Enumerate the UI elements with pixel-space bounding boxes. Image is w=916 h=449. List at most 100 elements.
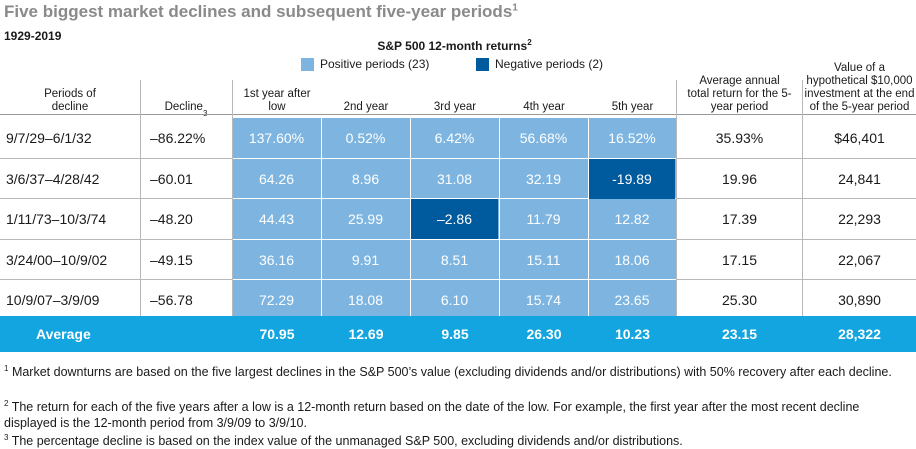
header-decline: Decline3: [164, 101, 208, 118]
row-2-period: 1/11/73–10/3/74: [6, 211, 107, 227]
header-divider: [0, 114, 916, 115]
average-year-3: 9.85: [441, 326, 469, 342]
header-year-5: 5th year: [611, 101, 654, 113]
column-divider: [140, 80, 141, 352]
row-3-year-5-cell: 18.06: [614, 252, 650, 268]
column-divider: [802, 80, 803, 352]
row-0-year-3-cell: 6.42%: [434, 130, 475, 146]
header-year-2: 2nd year: [343, 101, 389, 113]
row-4-year-2-cell: 18.08: [347, 292, 384, 308]
average-year-1: 70.95: [259, 326, 295, 342]
footnote-1-mark: 1: [4, 364, 9, 373]
average-hypothetical-value: 28,322: [838, 326, 881, 342]
row-3-year-4-cell: 15.11: [526, 252, 561, 268]
row-3-year-3-cell: 8.51: [440, 252, 469, 268]
row-2-year-3-negative-cell: –2.86: [411, 199, 498, 239]
row-divider-left: [0, 239, 233, 240]
row-1-year-2-cell: 8.96: [351, 171, 380, 187]
row-3-period: 3/24/00–10/9/02: [6, 252, 108, 268]
row-0-period: 9/7/29–6/1/32: [6, 130, 92, 146]
year-column-divider: [499, 118, 500, 321]
row-4-average-return: 25.30: [721, 292, 758, 308]
legend-label-negative: Negative periods (2): [495, 57, 604, 71]
row-4-year-5-cell: 23.65: [614, 292, 650, 308]
row-1-decline: –60.01: [150, 171, 193, 187]
legend-swatch-positive: [301, 57, 314, 71]
row-4-period: 10/9/07–3/9/09: [6, 292, 100, 308]
average-row: [0, 316, 916, 352]
header-year-1: 1st year after low: [243, 88, 311, 113]
row-divider-right: [677, 239, 916, 240]
chart-title: Five biggest market declines and subsequ…: [4, 2, 518, 21]
legend-item-positive: Positive periods (23): [301, 57, 429, 71]
row-divider: [0, 279, 916, 280]
row-1-hypothetical-value: 24,841: [838, 171, 881, 187]
row-0-year-4-cell: 56.68%: [519, 130, 568, 146]
header-periods: Periods of decline: [44, 88, 96, 113]
row-4-decline: –56.78: [150, 292, 193, 308]
row-2-year-4-cell: 11.79: [526, 211, 561, 227]
row-2-average-return: 17.39: [721, 211, 758, 227]
footnote-2: 2 The return for each of the five years …: [4, 399, 860, 431]
header-average-return: Average annual total return for the 5-ye…: [687, 75, 792, 113]
row-3-year-2-cell: 9.91: [351, 252, 380, 268]
year-column-divider: [410, 118, 411, 321]
row-divider-left: [0, 158, 233, 159]
average-year-4: 26.30: [526, 326, 562, 342]
average-year-5: 10.23: [614, 326, 651, 342]
row-1-year-4-cell: 32.19: [525, 171, 562, 187]
row-4-year-4-cell: 15.74: [525, 292, 562, 308]
row-divider-right: [677, 279, 916, 280]
row-2-year-5-cell: 12.82: [614, 211, 650, 227]
row-divider-right: [677, 158, 916, 159]
average-year-2: 12.69: [348, 326, 384, 342]
row-4-hypothetical-value: 30,890: [838, 292, 881, 308]
legend: Positive periods (23) Negative periods (…: [233, 57, 676, 73]
title-footnote-mark: 1: [512, 2, 518, 14]
year-column-divider: [588, 118, 589, 321]
year-column-divider: [321, 118, 322, 321]
row-0-year-5-cell: 16.52%: [608, 130, 656, 146]
row-divider: [0, 239, 916, 240]
row-2-decline: –48.20: [150, 211, 193, 227]
row-3-year-1-cell: 36.16: [258, 252, 295, 268]
row-divider-right: [677, 198, 916, 199]
row-0-year-1-cell: 137.60%: [248, 130, 305, 146]
row-0-average-return: 35.93%: [715, 130, 764, 146]
header-year-3: 3rd year: [433, 101, 477, 113]
average-label: Average: [36, 326, 91, 342]
row-divider-left: [0, 198, 233, 199]
row-1-average-return: 19.96: [721, 171, 758, 187]
row-4-year-1-cell: 72.29: [258, 292, 295, 308]
row-0-hypothetical-value: $46,401: [834, 130, 885, 146]
header-year-4: 4th year: [523, 101, 565, 113]
row-1-year-1-cell: 64.26: [258, 171, 295, 187]
row-1-year-3-cell: 31.08: [436, 171, 473, 187]
row-divider: [0, 198, 916, 199]
returns-header: S&P 500 12-month returns2: [377, 38, 532, 53]
footnote-3: 3 The percentage decline is based on the…: [4, 433, 683, 449]
legend-label-positive: Positive periods (23): [320, 57, 430, 71]
column-divider: [676, 80, 677, 352]
average-annual-return: 23.15: [721, 326, 758, 342]
row-divider-left: [0, 279, 233, 280]
row-divider: [0, 158, 916, 159]
legend-item-negative: Negative periods (2): [476, 57, 603, 71]
footnote-1: 1 Market downturns are based on the five…: [4, 364, 892, 380]
row-0-year-2-cell: 0.52%: [345, 130, 386, 146]
row-1-period: 3/6/37–4/28/42: [6, 171, 100, 187]
row-1-year-5-negative-cell: -19.89: [589, 159, 675, 199]
returns-header-footnote-mark: 2: [527, 38, 532, 47]
chart-subtitle: 1929-2019: [4, 29, 62, 43]
row-3-decline: –49.15: [150, 252, 193, 268]
legend-swatch-negative: [476, 57, 489, 71]
row-2-hypothetical-value: 22,293: [838, 211, 881, 227]
row-4-year-3-cell: 6.10: [440, 292, 469, 308]
row-3-hypothetical-value: 22,067: [838, 252, 881, 268]
row-2-year-2-cell: 25.99: [347, 211, 384, 227]
header-hypothetical-value: Value of a hypothetical $10,000 investme…: [804, 62, 915, 113]
footnote-3-mark: 3: [4, 433, 9, 442]
row-3-average-return: 17.15: [721, 252, 758, 268]
footnote-2-mark: 2: [4, 399, 9, 408]
row-0-decline: –86.22%: [150, 130, 206, 146]
